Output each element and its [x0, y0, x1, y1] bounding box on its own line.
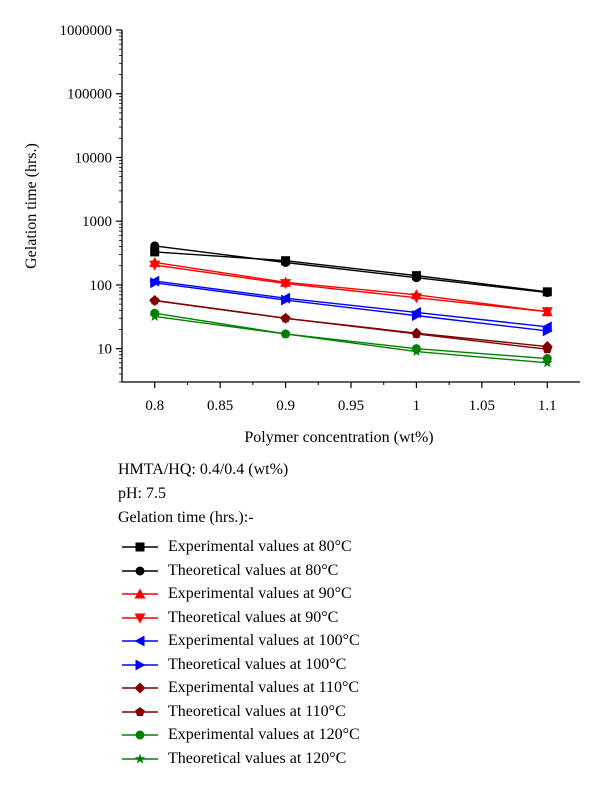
- series-9: [150, 308, 552, 364]
- marker-pentagon: [280, 313, 291, 323]
- series-line: [154, 264, 548, 313]
- legend-label: Experimental values at 110°C: [168, 679, 360, 696]
- marker-triangle-right: [135, 659, 146, 670]
- marker-triangle-right: [411, 310, 422, 322]
- legend-swatch: [122, 659, 158, 670]
- legend-swatch: [122, 730, 158, 740]
- x-tick-label: 0.85: [207, 398, 233, 414]
- series-2: [150, 241, 552, 298]
- legend-label: Theoretical values at 80°C: [168, 561, 339, 579]
- series-line: [154, 280, 548, 328]
- series-4: [149, 260, 553, 318]
- chart: 0.8 0.85 0.9 0.95 1 1.05 1.1 10 100 1000 10000 1000…: [23, 23, 580, 446]
- legend-label: Theoretical values at 120°C: [168, 749, 347, 767]
- note-gelation-header: Gelation time (hrs.):-: [118, 509, 254, 526]
- x-tick-label: 1.05: [469, 398, 495, 414]
- legend-swatch: [122, 542, 158, 552]
- marker-triangle-down: [410, 293, 422, 304]
- legend-swatch: [122, 588, 158, 599]
- marker-pentagon: [542, 344, 553, 354]
- marker-star: [280, 328, 291, 339]
- marker-circle: [411, 273, 421, 283]
- y-tick-label: 10000: [75, 150, 113, 166]
- marker-circle: [542, 288, 552, 298]
- legend-swatch: [122, 635, 158, 647]
- x-tick-label: 0.8: [145, 398, 164, 414]
- series-6: [150, 277, 553, 337]
- marker-star: [149, 310, 160, 321]
- marker-star: [411, 346, 422, 357]
- x-tick-label: 1: [413, 398, 421, 414]
- marker-circle: [150, 241, 160, 251]
- marker-circle: [281, 257, 291, 267]
- legend-label: Theoretical values at 110°C: [168, 702, 346, 720]
- series-line: [154, 299, 548, 350]
- marker-triangle-down: [541, 307, 553, 318]
- x-tick-label: 0.95: [338, 398, 364, 414]
- legend-label: Experimental values at 90°C: [168, 585, 352, 602]
- marker-square: [150, 247, 160, 257]
- series-line: [154, 261, 548, 313]
- marker-triangle-down: [149, 260, 161, 271]
- marker-star: [542, 357, 553, 368]
- legend-swatch: [122, 566, 158, 575]
- y-tick-label: 100: [90, 278, 113, 294]
- marker-pentagon: [149, 295, 160, 305]
- y-tick-label: 10: [97, 342, 112, 358]
- marker-triangle-right: [542, 325, 553, 337]
- legend-label: Theoretical values at 90°C: [168, 608, 339, 626]
- marker-triangle-right: [150, 277, 161, 289]
- legend-swatch: [122, 682, 158, 694]
- marker-square: [135, 542, 145, 552]
- legend-label: Experimental values at 120°C: [168, 726, 360, 743]
- legend-label: Experimental values at 100°C: [168, 632, 360, 649]
- legend-label: Theoretical values at 100°C: [168, 655, 347, 673]
- x-tick-label: 0.9: [276, 398, 295, 414]
- series-8: [149, 295, 553, 354]
- chart-notes: HMTA/HQ: 0.4/0.4 (wt%) pH: 7.5 Gelation …: [118, 458, 288, 530]
- note-ph: pH: 7.5: [118, 485, 166, 502]
- legend-swatch: [122, 753, 158, 763]
- series-line: [154, 282, 548, 332]
- x-tick-label: 1.1: [538, 398, 557, 414]
- y-tick-label: 1000000: [60, 23, 113, 39]
- marker-triangle-down: [134, 613, 146, 623]
- marker-triangle-down: [280, 279, 292, 290]
- legend-swatch: [122, 706, 158, 716]
- legend-swatch: [122, 613, 158, 623]
- series-line: [154, 245, 548, 294]
- series-line: [154, 312, 548, 360]
- legend-label: Experimental values at 80°C: [168, 538, 352, 555]
- series-line: [154, 315, 548, 364]
- marker-pentagon: [135, 706, 145, 716]
- marker-star: [134, 753, 146, 763]
- x-axis-title: Polymer concentration (wt%): [244, 429, 433, 446]
- series-line: [154, 251, 548, 293]
- y-tick-label: 100000: [67, 87, 112, 103]
- marker-diamond: [134, 682, 146, 694]
- marker-triangle-right: [281, 294, 292, 306]
- series-10: [149, 310, 553, 368]
- y-tick-label: 1000: [82, 214, 112, 230]
- marker-pentagon: [411, 328, 422, 339]
- marker-circle: [135, 566, 145, 575]
- marker-triangle-up: [134, 588, 146, 599]
- note-hmta-hq: HMTA/HQ: 0.4/0.4 (wt%): [118, 461, 289, 478]
- marker-triangle-left: [134, 635, 145, 647]
- y-axis-title: Gelation time (hrs.): [23, 143, 40, 269]
- marker-circle: [135, 730, 145, 740]
